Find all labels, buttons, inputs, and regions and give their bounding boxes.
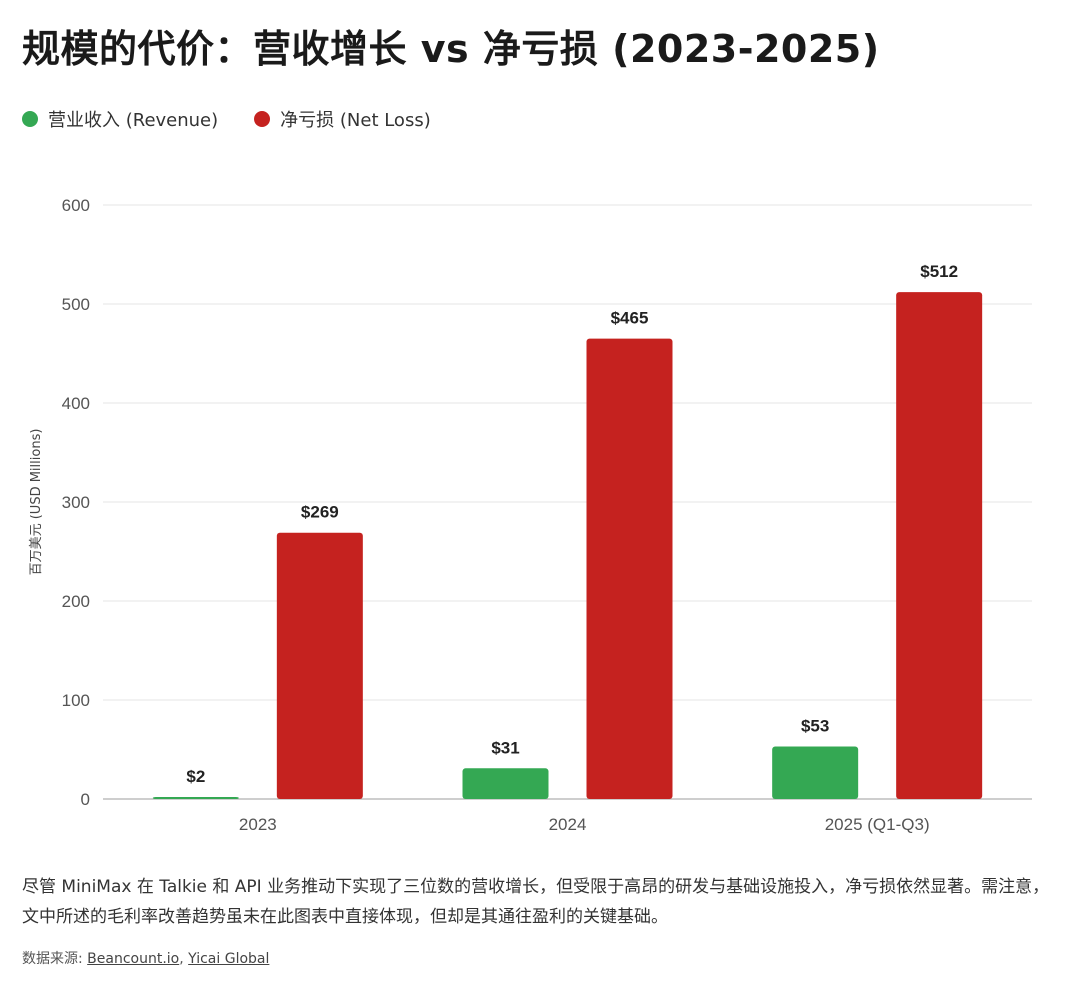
chart-description: 尽管 MiniMax 在 Talkie 和 API 业务推动下实现了三位数的营收…	[22, 877, 1050, 927]
chart-title: 规模的代价：营收增长 vs 净亏损 (2023-2025)	[22, 27, 880, 71]
data-source: 数据来源: Beancount.io, Yicai Global	[22, 948, 269, 968]
legend: 营业收入 (Revenue) 净亏损 (Net Loss)	[22, 106, 431, 132]
data-label-revenue: $53	[801, 717, 829, 736]
source-separator: ,	[179, 951, 189, 967]
y-tick-label: 500	[62, 295, 90, 314]
y-tick-label: 300	[62, 493, 90, 512]
y-tick-label: 0	[81, 790, 90, 809]
data-label-revenue: $31	[491, 738, 519, 757]
source-link-beancount[interactable]: Beancount.io	[87, 951, 180, 967]
bar-loss-2025	[896, 292, 983, 799]
legend-label-loss: 净亏损 (Net Loss)	[280, 110, 431, 131]
data-label-loss: $465	[611, 309, 649, 328]
bar-loss-2024	[586, 338, 673, 799]
data-label-loss: $512	[920, 262, 958, 281]
data-label-revenue: $2	[186, 767, 205, 786]
y-tick-label: 200	[62, 592, 90, 611]
y-axis-label: 百万美元 (USD Millions)	[29, 429, 44, 576]
y-tick-label: 400	[62, 394, 90, 413]
bar-revenue-2024	[462, 768, 549, 799]
source-link-yicai[interactable]: Yicai Global	[188, 951, 270, 967]
legend-label-revenue: 营业收入 (Revenue)	[48, 110, 219, 131]
y-tick-label: 600	[62, 196, 90, 215]
x-tick-label: 2025 (Q1-Q3)	[825, 815, 930, 834]
bar-revenue-2023	[152, 797, 239, 799]
bar-revenue-2025	[772, 746, 859, 799]
x-tick-label: 2023	[239, 815, 277, 834]
bar-chart: 0 100 200 300 400 500 600 百万美元 (USD Millions) 20…	[29, 196, 1032, 834]
bar-loss-2023	[276, 532, 363, 799]
y-tick-label: 100	[62, 691, 90, 710]
legend-dot-loss	[254, 111, 271, 127]
legend-item-loss: 净亏损 (Net Loss)	[254, 106, 431, 132]
data-label-loss: $269	[301, 503, 339, 522]
source-prefix: 数据来源:	[22, 951, 88, 967]
x-tick-label: 2024	[549, 815, 587, 834]
legend-dot-revenue	[22, 111, 38, 127]
legend-item-revenue: 营业收入 (Revenue)	[22, 106, 218, 132]
